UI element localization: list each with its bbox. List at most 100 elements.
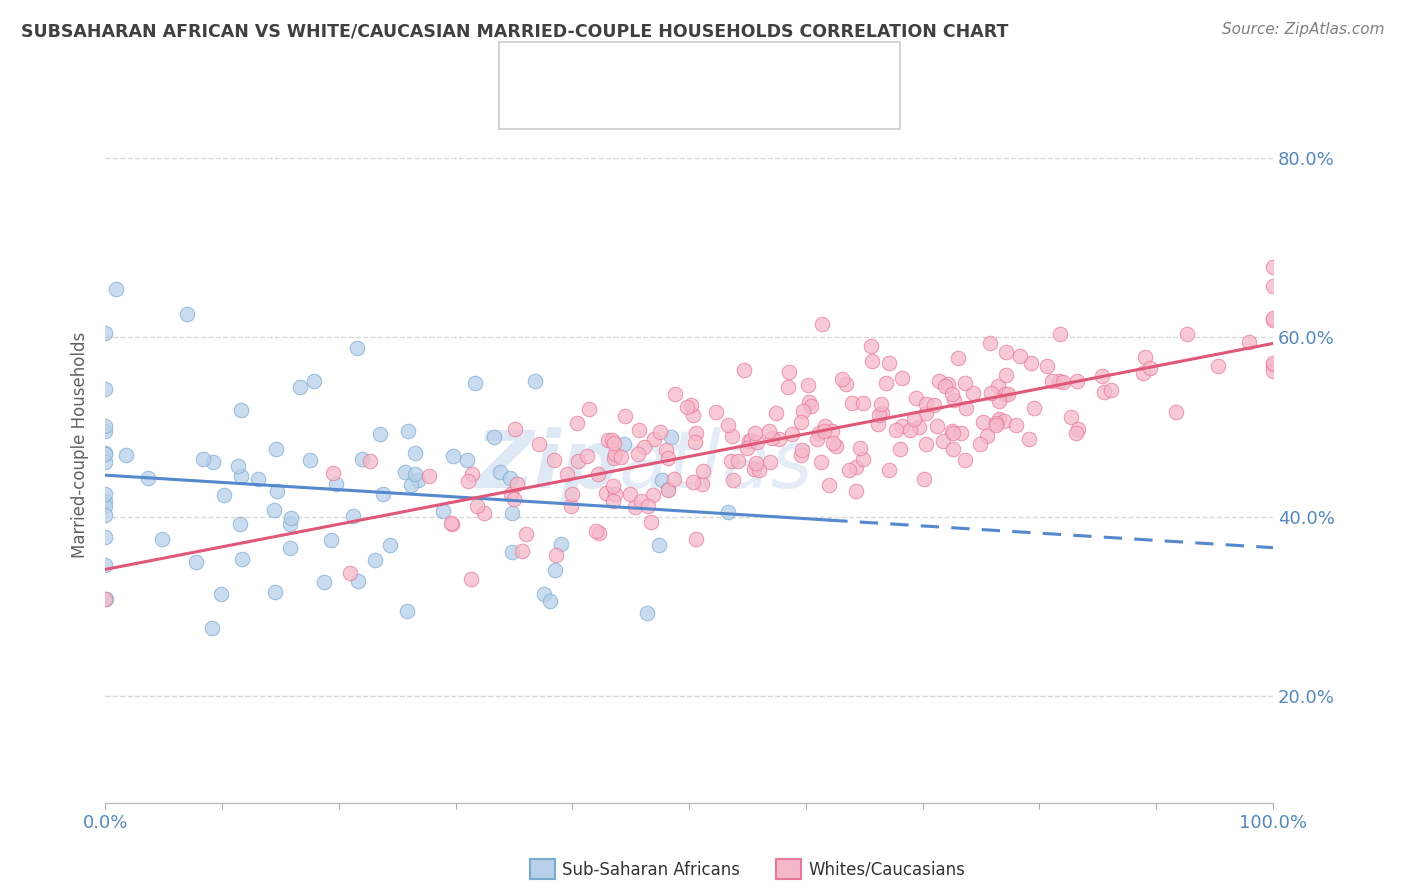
Point — [792, 404, 814, 418]
Point — [94, 425, 117, 439]
Point — [866, 417, 889, 432]
Point — [891, 419, 914, 434]
Point — [603, 486, 626, 500]
Point — [440, 516, 463, 530]
Point — [875, 376, 897, 391]
Point — [605, 447, 627, 461]
Point — [94, 447, 117, 461]
Point — [984, 417, 1007, 431]
Point — [735, 441, 758, 455]
Point — [879, 462, 901, 476]
Point — [704, 405, 727, 419]
Point — [720, 453, 742, 467]
Point — [759, 454, 782, 468]
Point — [342, 508, 364, 523]
Point — [602, 479, 624, 493]
Point — [994, 368, 1017, 382]
Point — [1261, 356, 1284, 370]
Point — [456, 452, 478, 467]
Point — [969, 437, 991, 451]
Point — [325, 477, 347, 491]
Point — [657, 450, 679, 465]
Point — [321, 533, 343, 548]
Point — [1005, 417, 1028, 432]
Point — [105, 282, 128, 296]
Point — [550, 537, 572, 551]
Point — [831, 372, 853, 386]
Point — [868, 408, 890, 422]
Point — [976, 429, 998, 443]
Point — [1139, 360, 1161, 375]
Point — [877, 356, 900, 370]
Point — [472, 506, 495, 520]
Point — [915, 397, 938, 411]
Point — [744, 426, 766, 441]
Point — [1066, 422, 1088, 436]
Point — [506, 477, 529, 491]
Point — [614, 409, 637, 424]
Point — [1091, 368, 1114, 383]
Text: Source: ZipAtlas.com: Source: ZipAtlas.com — [1222, 22, 1385, 37]
Point — [510, 544, 533, 558]
Point — [962, 386, 984, 401]
Point — [457, 475, 479, 489]
Point — [745, 456, 768, 470]
Point — [905, 391, 928, 405]
Point — [640, 515, 662, 529]
Point — [1261, 260, 1284, 274]
Point — [747, 435, 769, 450]
Point — [278, 517, 301, 532]
Point — [685, 532, 707, 546]
Point — [636, 606, 658, 620]
Point — [1052, 375, 1074, 389]
Point — [723, 473, 745, 487]
Point — [928, 374, 950, 388]
Point — [808, 426, 831, 441]
Point — [595, 486, 617, 500]
Point — [823, 436, 845, 450]
Point — [94, 455, 117, 469]
Point — [115, 448, 138, 462]
Point — [1099, 383, 1122, 397]
Point — [503, 491, 526, 506]
Point — [987, 394, 1010, 409]
Point — [94, 508, 117, 522]
Point — [765, 406, 787, 420]
Point — [1019, 356, 1042, 370]
Point — [768, 432, 790, 446]
Point — [778, 365, 800, 379]
Point — [94, 494, 117, 508]
Point — [845, 484, 868, 499]
Point — [903, 412, 925, 426]
Point — [280, 511, 302, 525]
Point — [825, 439, 848, 453]
Point — [949, 426, 972, 441]
Point — [263, 502, 285, 516]
Point — [915, 406, 938, 420]
Point — [934, 378, 956, 392]
Point — [94, 530, 117, 544]
Point — [797, 378, 820, 392]
Point — [980, 386, 1002, 401]
Point — [664, 472, 686, 486]
Point — [776, 379, 799, 393]
Point — [758, 424, 780, 438]
Point — [186, 555, 208, 569]
Point — [932, 434, 955, 449]
Point — [264, 442, 287, 457]
Point — [501, 545, 523, 559]
Point — [841, 396, 863, 410]
Point — [650, 425, 672, 439]
Point — [613, 437, 636, 451]
Point — [561, 487, 583, 501]
Point — [94, 446, 117, 460]
Point — [1261, 364, 1284, 378]
Point — [278, 541, 301, 555]
Point — [633, 440, 655, 454]
Point — [979, 335, 1001, 350]
Point — [347, 574, 370, 588]
Text: Zip: Zip — [475, 427, 619, 506]
Point — [150, 532, 173, 546]
Point — [619, 487, 641, 501]
Text: Whites/Caucasians: Whites/Caucasians — [808, 861, 966, 879]
